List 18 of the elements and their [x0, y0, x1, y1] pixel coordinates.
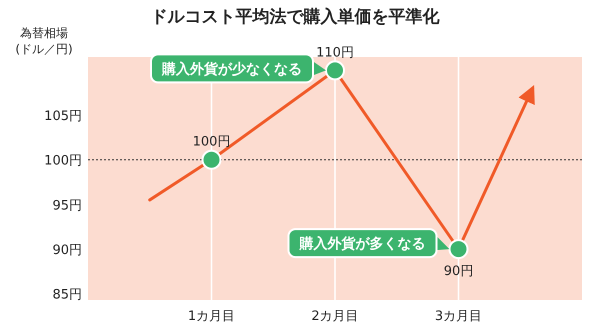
callout: 購入外貨が多くなる — [288, 228, 450, 258]
y-axis-title: 為替相場 (ドル／円) — [15, 26, 73, 56]
y-tick-label: 100円 — [44, 154, 82, 169]
x-tick-label: 3カ月目 — [434, 309, 482, 324]
y-tick-label: 105円 — [44, 109, 82, 124]
point — [202, 150, 222, 170]
data-label: 90円 — [444, 264, 474, 280]
x-tick-label: 1カ月目 — [188, 309, 236, 324]
annotation: 購入外貨が少なくなる — [161, 61, 302, 78]
y-tick-label: 95円 — [52, 198, 82, 214]
annotation: 購入外貨が多くなる — [298, 236, 426, 252]
x-tick-label: 2カ月目 — [311, 309, 359, 324]
y-tick-label: 90円 — [52, 243, 82, 258]
y-tick-label: 85円 — [52, 288, 82, 303]
point — [325, 60, 345, 80]
point — [448, 239, 468, 260]
chart-title: ドルコスト平均法で購入単価を平準化 — [150, 7, 440, 27]
data-label: 100円 — [192, 134, 230, 150]
